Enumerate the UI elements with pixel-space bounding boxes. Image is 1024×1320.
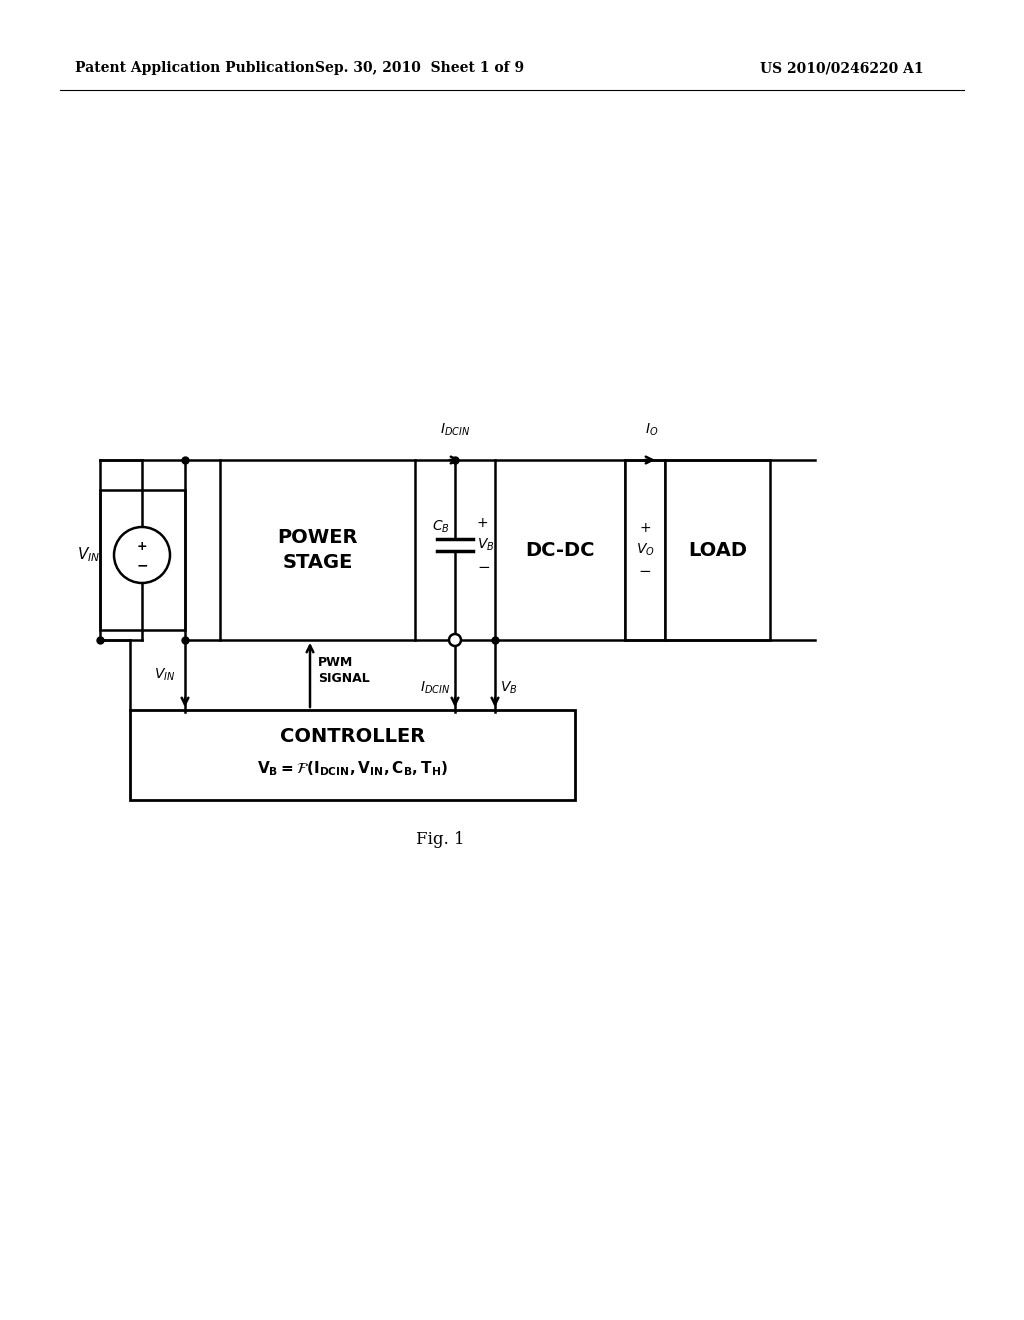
Bar bbox=[495, 459, 625, 640]
Text: POWER
STAGE: POWER STAGE bbox=[278, 528, 357, 572]
Text: $I_{DCIN}$: $I_{DCIN}$ bbox=[420, 680, 450, 696]
Circle shape bbox=[114, 527, 170, 583]
Text: LOAD: LOAD bbox=[688, 540, 746, 560]
Text: $V_O$: $V_O$ bbox=[636, 541, 654, 558]
Text: PWM
SIGNAL: PWM SIGNAL bbox=[318, 656, 370, 685]
Text: −: − bbox=[639, 565, 651, 579]
Circle shape bbox=[449, 634, 461, 645]
Text: −: − bbox=[477, 560, 489, 574]
Text: Patent Application Publication: Patent Application Publication bbox=[75, 61, 314, 75]
Text: $V_{IN}$: $V_{IN}$ bbox=[154, 667, 175, 684]
Text: $I_{DCIN}$: $I_{DCIN}$ bbox=[440, 421, 470, 438]
Text: $V_{IN}$: $V_{IN}$ bbox=[77, 545, 100, 565]
Bar bbox=[130, 710, 575, 800]
Text: DC-DC: DC-DC bbox=[525, 540, 595, 560]
Text: $I_O$: $I_O$ bbox=[645, 421, 658, 438]
Text: CONTROLLER: CONTROLLER bbox=[280, 727, 425, 747]
Bar bbox=[220, 459, 415, 640]
Bar bbox=[665, 459, 770, 640]
Text: US 2010/0246220 A1: US 2010/0246220 A1 bbox=[760, 61, 924, 75]
Text: +: + bbox=[639, 521, 651, 535]
Text: $\mathbf{V_B = \mathcal{F}(I_{DCIN}, V_{IN}, C_B, T_H)}$: $\mathbf{V_B = \mathcal{F}(I_{DCIN}, V_{… bbox=[257, 759, 449, 779]
Text: $V_B$: $V_B$ bbox=[500, 680, 517, 696]
Text: +: + bbox=[136, 540, 147, 553]
Bar bbox=[100, 490, 185, 630]
Text: $C_B$: $C_B$ bbox=[432, 519, 450, 535]
Bar bbox=[625, 459, 665, 640]
Text: $V_B$: $V_B$ bbox=[477, 537, 495, 553]
Text: Fig. 1: Fig. 1 bbox=[416, 832, 464, 849]
Text: Sep. 30, 2010  Sheet 1 of 9: Sep. 30, 2010 Sheet 1 of 9 bbox=[315, 61, 524, 75]
Text: +: + bbox=[477, 516, 488, 531]
Text: −: − bbox=[136, 558, 147, 572]
